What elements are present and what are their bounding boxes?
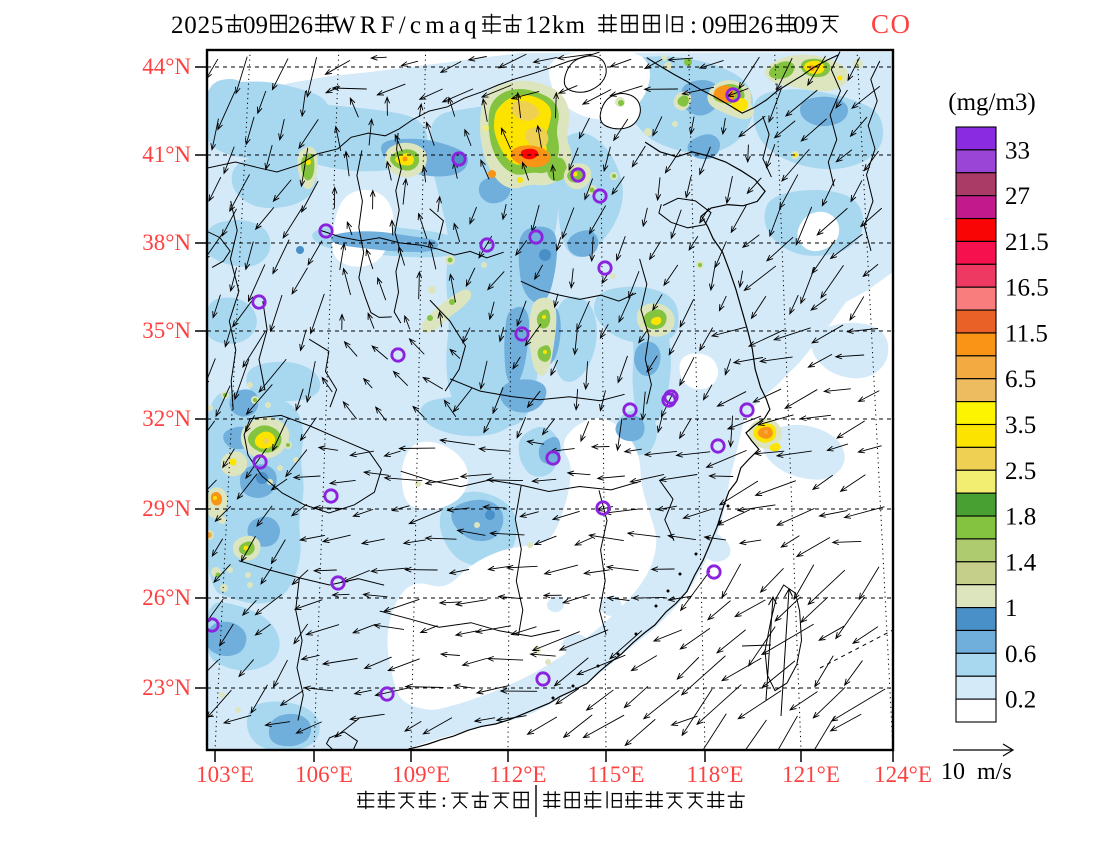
svg-text:1.8: 1.8 xyxy=(1005,504,1036,531)
svg-text:121°E: 121°E xyxy=(782,762,840,787)
svg-text:WRF/cmaq: WRF/cmaq xyxy=(332,12,481,39)
svg-text:41°N: 41°N xyxy=(142,142,191,167)
svg-text:112°E: 112°E xyxy=(490,762,547,787)
svg-text::: : xyxy=(690,12,697,39)
svg-text:3.5: 3.5 xyxy=(1005,412,1036,439)
svg-text:11.5: 11.5 xyxy=(1005,321,1048,348)
svg-text:44°N: 44°N xyxy=(142,54,191,79)
svg-text:33: 33 xyxy=(1005,137,1030,164)
svg-text:26°N: 26°N xyxy=(142,585,191,610)
svg-text:29°N: 29°N xyxy=(142,496,191,521)
svg-text:0.2: 0.2 xyxy=(1005,687,1036,714)
svg-text:16.5: 16.5 xyxy=(1005,275,1049,302)
svg-text:26: 26 xyxy=(748,12,773,39)
svg-text:118°E: 118°E xyxy=(687,762,744,787)
svg-text:23°N: 23°N xyxy=(142,675,191,700)
svg-text:0.6: 0.6 xyxy=(1005,641,1036,668)
svg-text:6.5: 6.5 xyxy=(1005,366,1036,393)
svg-text::: : xyxy=(441,788,447,812)
svg-text:32°N: 32°N xyxy=(142,406,191,431)
svg-text:1.4: 1.4 xyxy=(1005,549,1037,576)
svg-text:27: 27 xyxy=(1005,183,1030,210)
svg-text:106°E: 106°E xyxy=(295,762,353,787)
svg-text:2.5: 2.5 xyxy=(1005,458,1036,485)
svg-text:12km: 12km xyxy=(525,12,586,39)
svg-text:CO: CO xyxy=(871,9,912,39)
svg-text:35°N: 35°N xyxy=(142,318,191,343)
svg-text:109°E: 109°E xyxy=(392,762,450,787)
svg-text:21.5: 21.5 xyxy=(1005,229,1049,256)
svg-text:115°E: 115°E xyxy=(588,762,645,787)
svg-text:1: 1 xyxy=(1005,595,1018,622)
svg-text:38°N: 38°N xyxy=(142,230,191,255)
svg-text:09: 09 xyxy=(243,12,268,39)
svg-text:10 m/s: 10 m/s xyxy=(941,759,1012,785)
svg-text:2025: 2025 xyxy=(171,12,224,39)
svg-text:124°E: 124°E xyxy=(874,762,932,787)
svg-text:103°E: 103°E xyxy=(196,762,254,787)
svg-text:26: 26 xyxy=(288,12,313,39)
svg-text:(mg/m3): (mg/m3) xyxy=(948,89,1036,116)
svg-text:09: 09 xyxy=(702,12,727,39)
svg-text:09: 09 xyxy=(793,12,818,39)
